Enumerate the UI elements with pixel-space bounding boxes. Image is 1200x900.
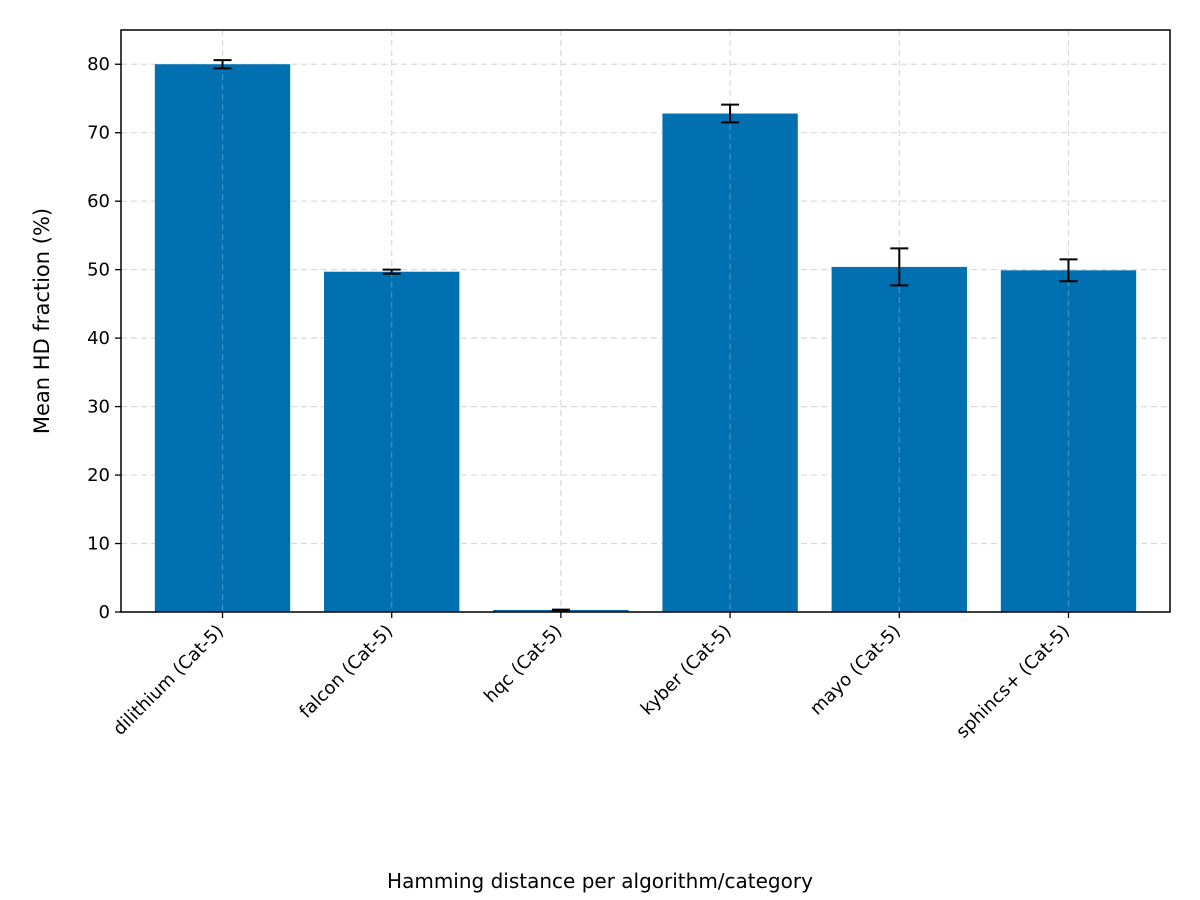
bar [831, 266, 967, 612]
error-bar [1059, 258, 1078, 283]
y-tick-label: 60 [87, 191, 110, 212]
x-tick-label: dilithium (Cat-5) [109, 621, 228, 740]
bar [324, 271, 460, 612]
x-axis: dilithium (Cat-5) falcon (Cat-5) hqc (Cat-… [109, 612, 1074, 743]
y-axis: 0 10 20 30 40 50 60 70 80 [87, 54, 121, 623]
bar [154, 64, 291, 612]
error-bar [551, 608, 570, 612]
x-tick-label: hqc (Cat-5) [480, 621, 566, 707]
y-tick-label: 30 [87, 397, 110, 418]
x-axis-label: Hamming distance per algorithm/category [387, 869, 813, 893]
error-bar [721, 103, 740, 124]
bars [154, 64, 1137, 612]
y-tick-label: 0 [99, 602, 110, 623]
plot-frame [120, 29, 1171, 613]
y-tick-label: 80 [87, 54, 110, 75]
y-tick-label: 40 [87, 328, 110, 349]
x-tick-label: mayo (Cat-5) [806, 621, 905, 720]
error-bar [382, 268, 401, 275]
y-axis-label: Mean HD fraction (%) [30, 208, 54, 434]
y-tick-label: 20 [87, 465, 110, 486]
y-tick-label: 50 [87, 260, 110, 281]
y-tick-label: 10 [87, 534, 110, 555]
error-bars [213, 59, 1078, 612]
y-tick-label: 70 [87, 123, 110, 144]
x-tick-label: falcon (Cat-5) [295, 621, 397, 723]
error-bar [890, 247, 909, 287]
x-tick-label: kyber (Cat-5) [637, 621, 736, 720]
x-tick-label: sphincs+ (Cat-5) [952, 621, 1074, 743]
error-bar [213, 59, 232, 70]
bar [662, 113, 798, 612]
bar [1000, 270, 1137, 612]
